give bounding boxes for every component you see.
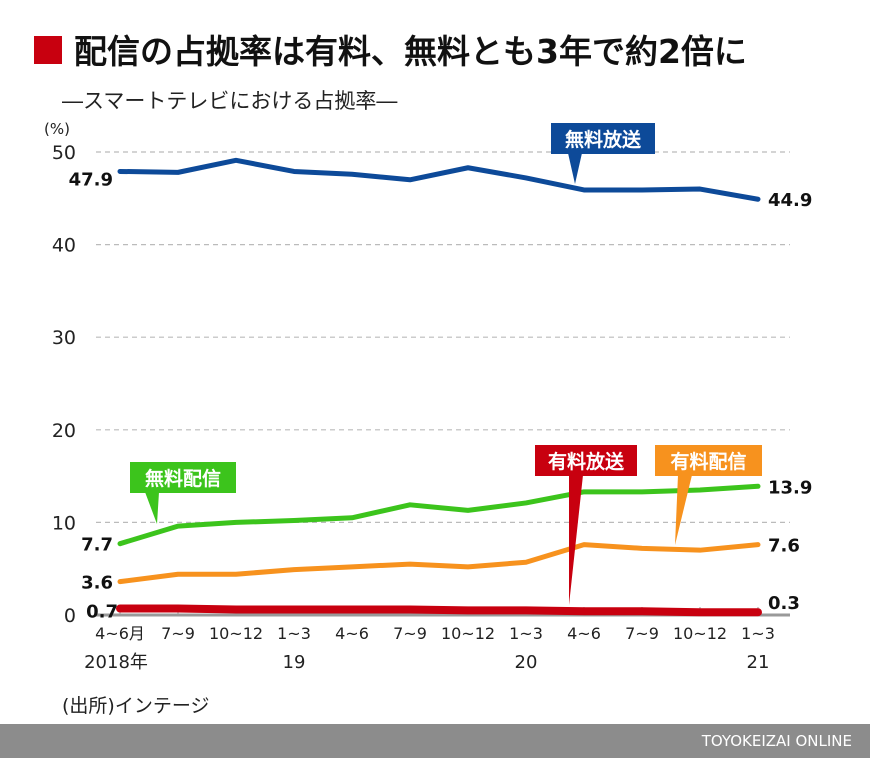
x-tick-label: 10~12 — [673, 624, 727, 643]
x-tick-label: 1~3 — [509, 624, 543, 643]
x-year-label: 19 — [283, 652, 306, 673]
x-tick-label: 7~9 — [393, 624, 427, 643]
callout-box — [535, 445, 637, 476]
x-tick-label: 1~3 — [741, 624, 775, 643]
callout-pointer — [145, 492, 159, 524]
series-line-2 — [117, 542, 761, 585]
chart-title: 配信の占拠率は有料、無料とも3年で約2倍に — [74, 32, 747, 71]
x-year-label: 20 — [515, 652, 538, 673]
y-tick-label: 50 — [52, 142, 76, 164]
x-tick-label: 4~6 — [567, 624, 601, 643]
x-tick-label: 7~9 — [161, 624, 195, 643]
x-tick-label: 4~6 — [335, 624, 369, 643]
x-tick-label: 1~3 — [277, 624, 311, 643]
x-tick-label: 10~12 — [209, 624, 263, 643]
series-legend-label: 無料配信 — [145, 467, 221, 490]
x-year-label: 21 — [747, 652, 770, 673]
chart-subtitle: ―スマートテレビにおける占拠率― — [62, 89, 397, 113]
end-value-label: 44.9 — [768, 190, 812, 211]
series-legend-label: 有料配信 — [670, 450, 746, 473]
callout-pointer — [569, 475, 583, 605]
series-line-0 — [117, 157, 761, 202]
y-tick-label: 0 — [64, 605, 76, 627]
end-value-label: 13.9 — [768, 477, 812, 498]
y-tick-label: 10 — [52, 512, 76, 534]
callout-box — [130, 462, 236, 493]
callout-box — [551, 123, 655, 154]
start-value-label: 0.7 — [86, 602, 118, 623]
y-tick-label: 20 — [52, 420, 76, 442]
source-note: (出所)インテージ — [62, 695, 209, 717]
callout-pointer — [675, 475, 692, 545]
x-tick-label: 4~6月 — [95, 624, 145, 643]
end-value-label: 0.3 — [768, 593, 800, 614]
end-value-label: 7.6 — [768, 536, 800, 557]
start-value-label: 3.6 — [81, 573, 113, 594]
x-year-label: 2018年 — [84, 652, 148, 673]
callout-pointer — [568, 153, 582, 184]
y-axis-unit: (%) — [44, 120, 70, 138]
series-legend-label: 有料放送 — [548, 450, 625, 473]
y-tick-label: 40 — [52, 235, 76, 257]
callout-box — [655, 445, 762, 476]
y-tick-label: 30 — [52, 327, 76, 349]
x-tick-label: 7~9 — [625, 624, 659, 643]
start-value-label: 7.7 — [81, 535, 113, 556]
series-line-1 — [117, 483, 761, 547]
x-tick-label: 10~12 — [441, 624, 495, 643]
credit-text: TOYOKEIZAI ONLINE — [701, 732, 852, 750]
start-value-label: 47.9 — [69, 169, 113, 190]
title-marker — [34, 36, 62, 64]
series-line-3 — [116, 604, 762, 617]
series-legend-label: 無料放送 — [565, 128, 642, 151]
footer-bar — [0, 724, 870, 758]
